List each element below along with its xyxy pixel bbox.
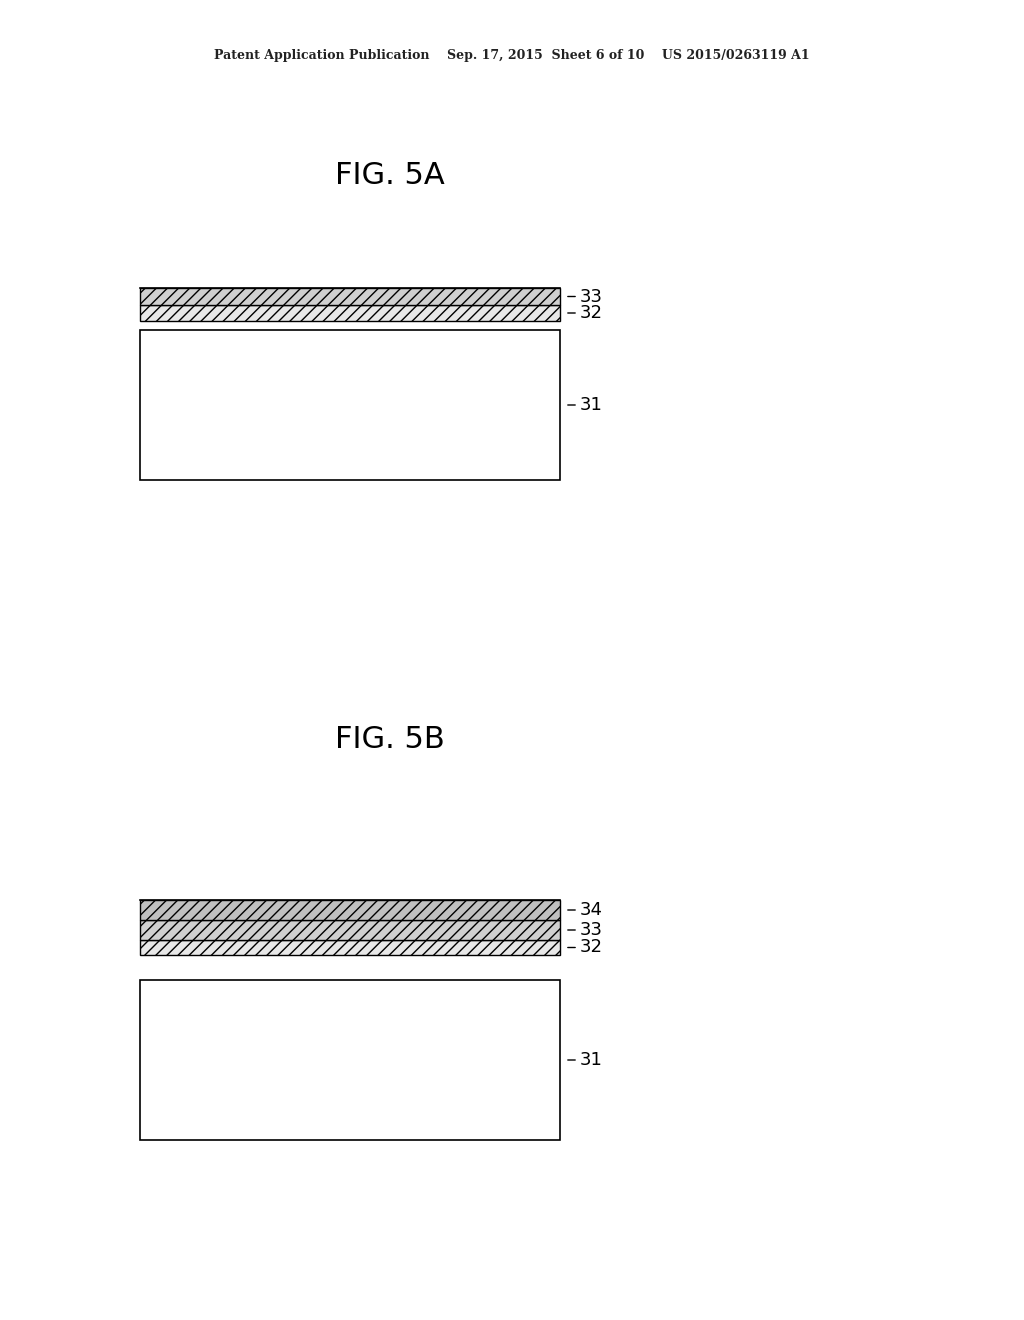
Text: Patent Application Publication    Sep. 17, 2015  Sheet 6 of 10    US 2015/026311: Patent Application Publication Sep. 17, … [214, 49, 810, 62]
Polygon shape [140, 940, 560, 954]
Text: FIG. 5B: FIG. 5B [335, 726, 444, 755]
Polygon shape [140, 288, 560, 305]
Polygon shape [140, 305, 560, 321]
Text: 33: 33 [580, 921, 603, 939]
Polygon shape [140, 330, 560, 480]
Polygon shape [140, 979, 560, 1140]
Polygon shape [140, 900, 560, 920]
Text: 32: 32 [580, 304, 603, 322]
Text: 32: 32 [580, 939, 603, 957]
Text: 34: 34 [580, 902, 603, 919]
Text: 33: 33 [580, 288, 603, 305]
Polygon shape [140, 920, 560, 940]
Text: FIG. 5A: FIG. 5A [335, 161, 444, 190]
Text: 31: 31 [580, 1051, 603, 1069]
Text: 31: 31 [580, 396, 603, 414]
